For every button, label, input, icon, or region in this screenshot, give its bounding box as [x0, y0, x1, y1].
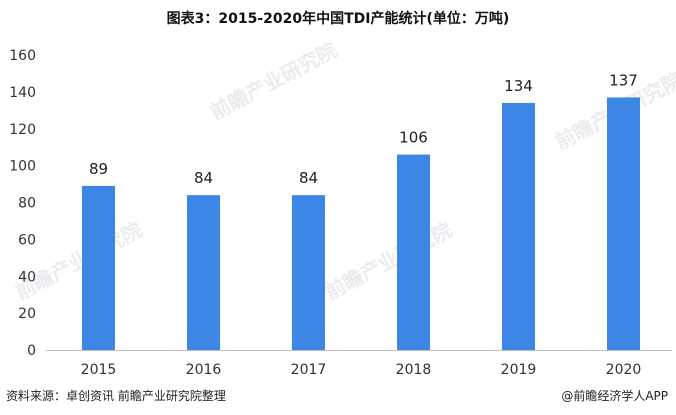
bar: [607, 97, 640, 350]
watermark: 前瞻产业研究院: [206, 37, 341, 124]
data-label: 84: [299, 169, 318, 187]
y-tick-label: 140: [9, 85, 36, 101]
y-tick-label: 160: [9, 48, 36, 64]
data-label: 84: [194, 169, 213, 187]
x-tick-label: 2019: [501, 362, 537, 378]
data-label: 137: [609, 71, 638, 89]
x-tick-label: 2020: [606, 362, 642, 378]
bar: [397, 154, 430, 350]
y-tick-label: 120: [9, 122, 36, 138]
x-tick-label: 2017: [291, 362, 327, 378]
brand-credit: @前瞻经济学人APP: [561, 389, 668, 403]
watermark: 前瞻产业研究院: [11, 217, 146, 304]
x-tick-label: 2016: [186, 362, 222, 378]
watermark: 前瞻产业研究院: [321, 217, 456, 304]
x-tick-label: 2018: [396, 362, 432, 378]
bars-group: 89 84 84 106 134 137: [82, 71, 640, 350]
data-label: 134: [504, 77, 533, 95]
data-label: 106: [399, 129, 428, 147]
bar: [502, 102, 535, 350]
y-tick-label: 60: [18, 232, 36, 248]
y-tick-label: 40: [18, 269, 36, 285]
x-tick-label: 2015: [81, 362, 117, 378]
y-axis: 0 20 40 60 80 100 120 140 160: [9, 48, 36, 359]
source-note: 资料来源：卓创资讯 前瞻产业研究院整理: [6, 389, 226, 403]
y-tick-label: 20: [18, 306, 36, 322]
bar: [82, 185, 115, 350]
y-tick-label: 80: [18, 196, 36, 212]
bar: [187, 195, 220, 350]
y-tick-label: 100: [9, 159, 36, 175]
chart-title: 图表3：2015-2020年中国TDI产能统计(单位：万吨): [166, 11, 510, 27]
data-label: 89: [89, 160, 108, 178]
bar: [292, 195, 325, 350]
x-axis: 2015 2016 2017 2018 2019 2020: [46, 350, 672, 378]
y-tick-label: 0: [27, 343, 36, 359]
